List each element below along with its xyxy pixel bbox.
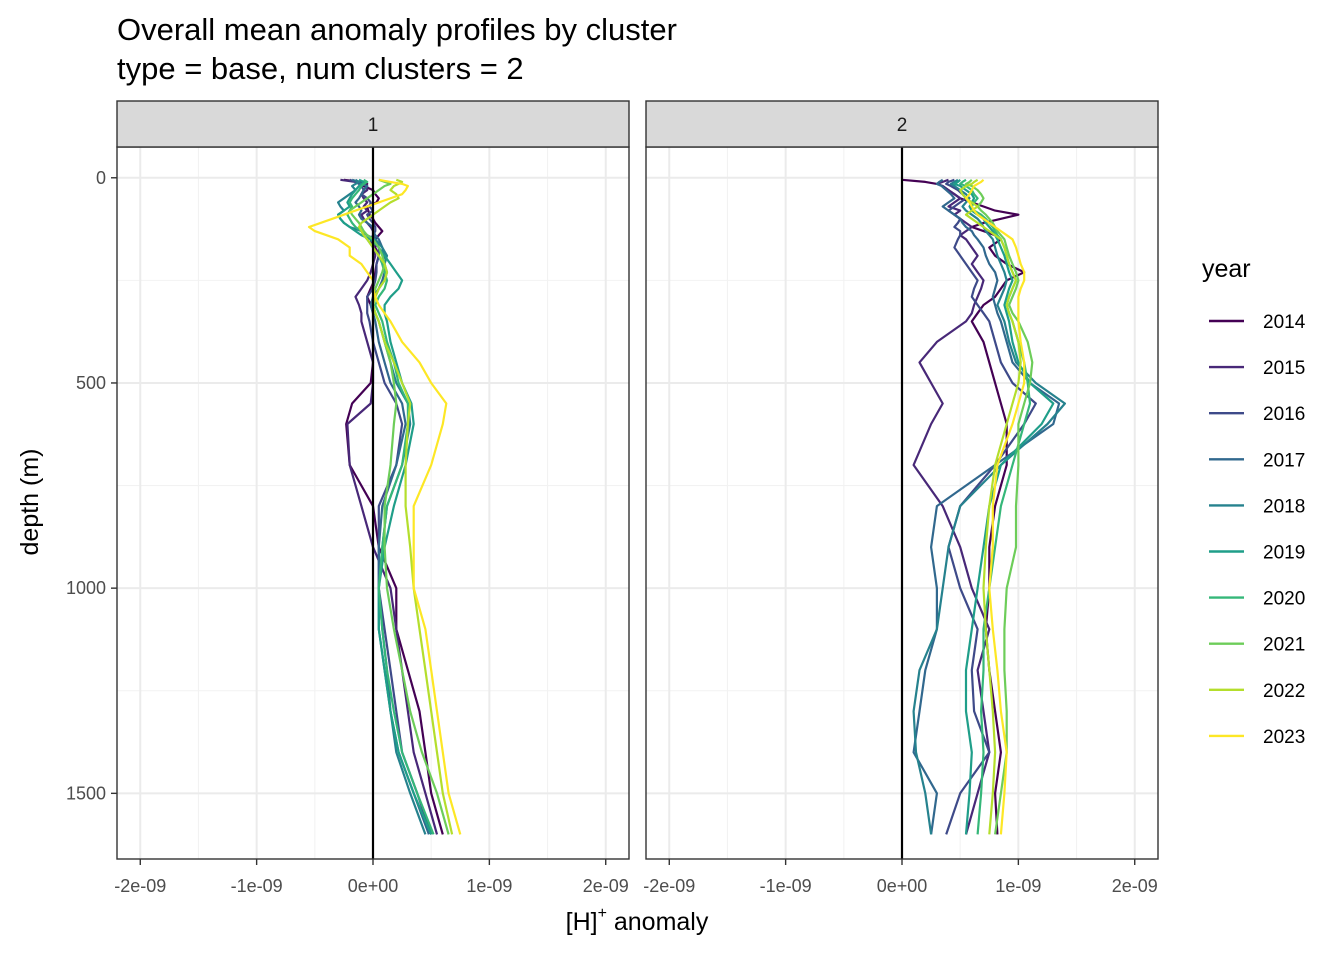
legend-item-2020: 2020 bbox=[1209, 589, 1305, 610]
legend-item-2017: 2017 bbox=[1209, 450, 1305, 471]
legend-label: 2023 bbox=[1263, 727, 1305, 748]
x-tick-label: 0e+00 bbox=[877, 876, 928, 896]
legend-item-2015: 2015 bbox=[1209, 358, 1305, 379]
legend-label: 2022 bbox=[1263, 681, 1305, 702]
series-line-2022 bbox=[357, 178, 454, 835]
x-tick-label: -1e-09 bbox=[760, 876, 812, 896]
legend-label: 2015 bbox=[1263, 358, 1305, 379]
x-tick-label: -1e-09 bbox=[231, 876, 283, 896]
chart-title: Overall mean anomaly profiles by cluster bbox=[117, 12, 677, 47]
legend-item-2016: 2016 bbox=[1209, 404, 1305, 425]
legend-label: 2016 bbox=[1263, 404, 1305, 425]
legend-label: 2020 bbox=[1263, 589, 1305, 610]
series-line-2017 bbox=[912, 178, 1061, 835]
legend-item-2021: 2021 bbox=[1209, 635, 1305, 656]
series-line-2021 bbox=[964, 178, 1034, 835]
y-tick-label: 1000 bbox=[66, 578, 106, 598]
y-tick-label: 1500 bbox=[66, 783, 106, 803]
panel-2: 2 -2e-09 -1e-09 0e+00 1e-09 2e-09 bbox=[643, 100, 1159, 896]
series-line-2017 bbox=[351, 178, 430, 835]
facet-panels: 1 -2e-09 -1e-09 0e+00 1e-09 2e-09 2 -2e-09 -1e-0… bbox=[114, 100, 1159, 896]
legend-title: year bbox=[1202, 255, 1251, 283]
x-tick-label: 0e+00 bbox=[348, 876, 399, 896]
legend-items: 2014 2015 2016 2017 2018 2019 2020 2021 2022 2023 bbox=[1209, 312, 1306, 748]
x-axis-title-main: [H] bbox=[566, 908, 598, 936]
y-tick-label: 500 bbox=[76, 373, 106, 393]
series-line-2018 bbox=[912, 178, 1067, 835]
series-line-2019 bbox=[337, 178, 433, 835]
legend: year 2014 2015 2016 2017 2018 2019 2020 2021 202… bbox=[1202, 255, 1306, 748]
x-axis-title-sup: + bbox=[598, 905, 607, 922]
series-line-2021 bbox=[348, 178, 450, 835]
y-axis-title: depth (m) bbox=[16, 449, 44, 556]
facet-strip bbox=[116, 100, 630, 148]
x-tick-label: -2e-09 bbox=[643, 876, 695, 896]
facet-strip-label: 2 bbox=[897, 115, 908, 136]
x-tick-label: 1e-09 bbox=[995, 876, 1041, 896]
facet-strip-label: 1 bbox=[368, 115, 379, 136]
chart-subtitle: type = base, num clusters = 2 bbox=[117, 51, 524, 86]
series-line-2016 bbox=[945, 178, 1037, 835]
legend-item-2014: 2014 bbox=[1209, 312, 1306, 333]
legend-item-2023: 2023 bbox=[1209, 727, 1305, 748]
legend-label: 2014 bbox=[1263, 312, 1306, 333]
legend-label: 2018 bbox=[1263, 496, 1305, 517]
panel-1: 1 -2e-09 -1e-09 0e+00 1e-09 2e-09 bbox=[114, 100, 630, 896]
series-line-2023 bbox=[307, 178, 462, 835]
legend-item-2019: 2019 bbox=[1209, 543, 1305, 564]
x-tick-label: 2e-09 bbox=[1112, 876, 1158, 896]
series-line-2015 bbox=[912, 178, 991, 835]
legend-label: 2017 bbox=[1263, 450, 1305, 471]
x-axis-title-rest: anomaly bbox=[607, 908, 709, 936]
series-line-2022 bbox=[959, 178, 1022, 835]
x-tick-label: -2e-09 bbox=[114, 876, 166, 896]
series-line-2023 bbox=[964, 178, 1026, 835]
x-tick-label: 2e-09 bbox=[583, 876, 629, 896]
legend-label: 2019 bbox=[1263, 543, 1305, 564]
legend-item-2018: 2018 bbox=[1209, 496, 1305, 517]
legend-label: 2021 bbox=[1263, 635, 1305, 656]
y-tick-label: 0 bbox=[96, 168, 106, 188]
y-axis: 0 500 1000 1500 bbox=[66, 168, 117, 803]
x-axis-title: [H]+ anomaly bbox=[566, 905, 709, 936]
legend-item-2022: 2022 bbox=[1209, 681, 1305, 702]
x-tick-label: 1e-09 bbox=[466, 876, 512, 896]
facet-strip bbox=[645, 100, 1159, 148]
